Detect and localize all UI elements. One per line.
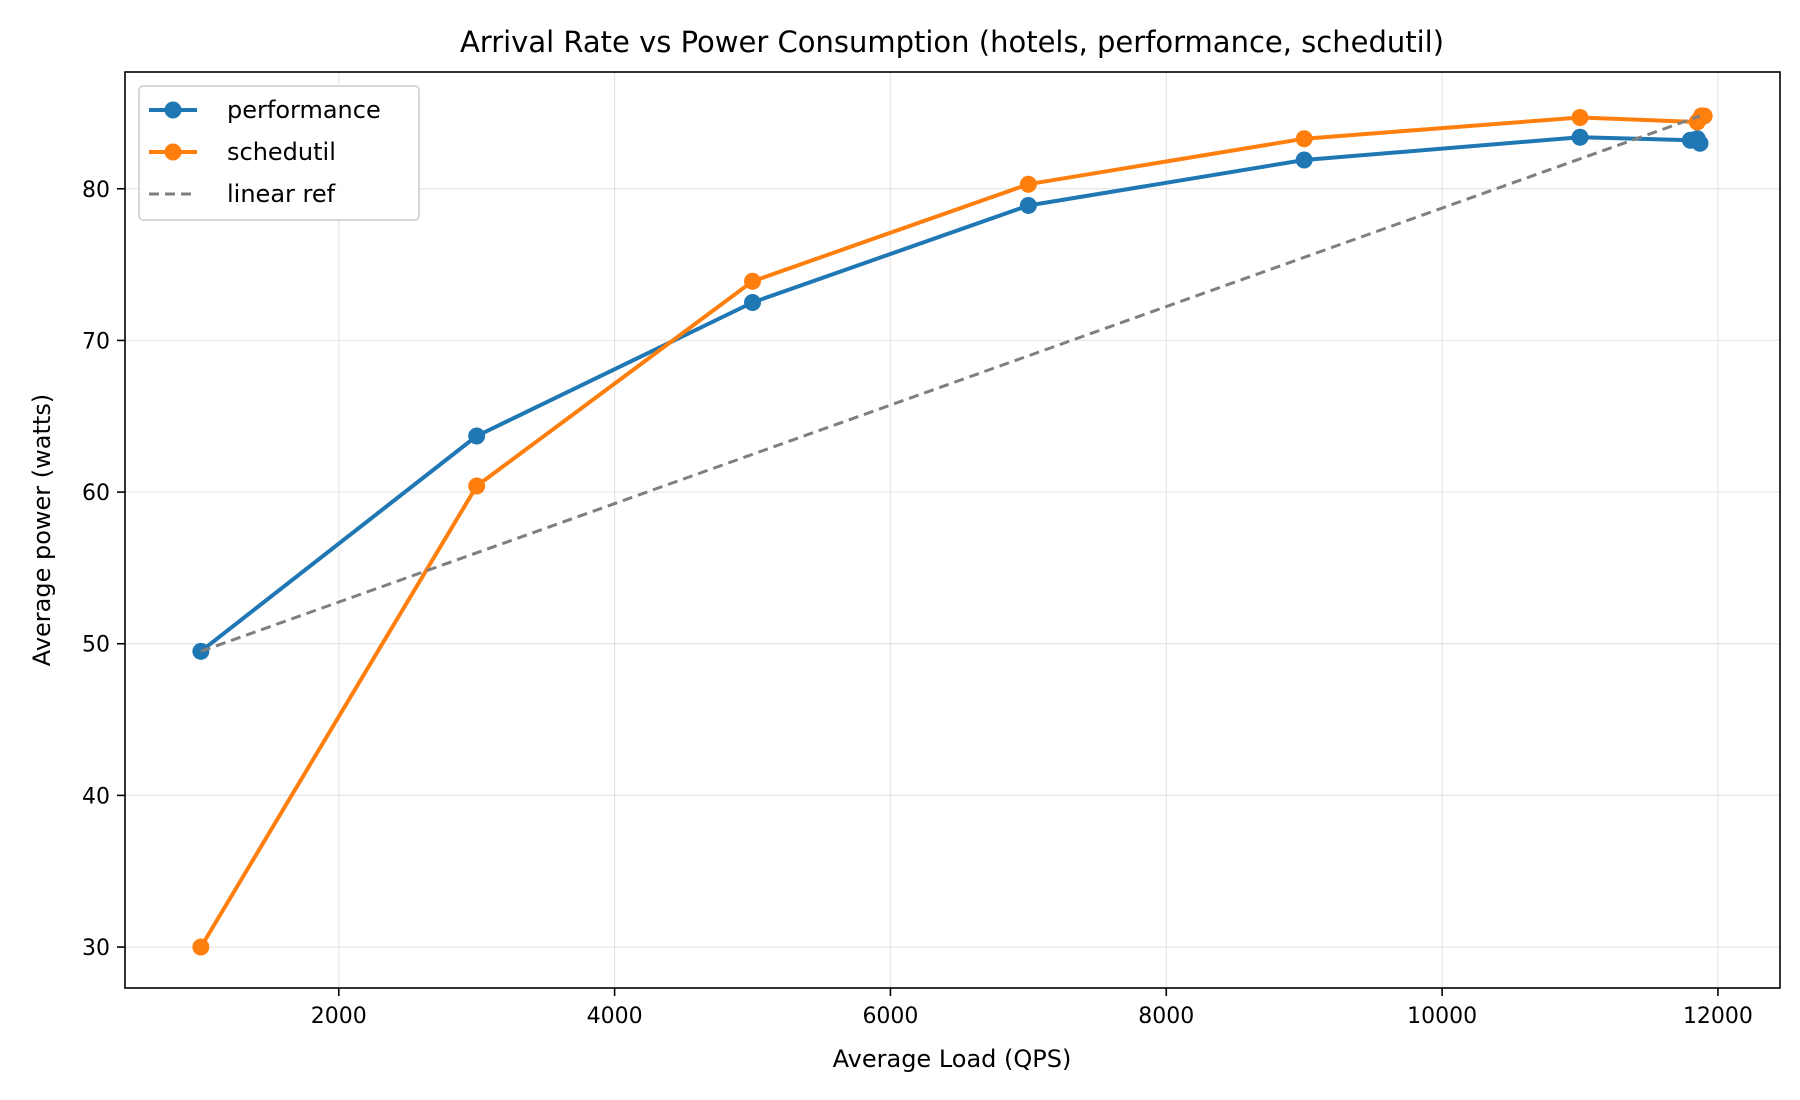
series-linear-ref — [200, 114, 1701, 653]
x-tick-label: 10000 — [1407, 1004, 1477, 1029]
y-axis-label: Average power (watts) — [28, 394, 56, 666]
data-point-performance — [192, 642, 210, 660]
plot-frame — [124, 71, 1781, 989]
data-point-schedutil — [1295, 130, 1313, 148]
y-tick-label: 30 — [82, 936, 110, 961]
x-tick-label: 8000 — [1138, 1004, 1194, 1029]
legend-label-linear-ref: linear ref — [227, 180, 336, 208]
series-schedutil — [192, 107, 1713, 956]
chart-title: Arrival Rate vs Power Consumption (hotel… — [460, 25, 1444, 59]
y-tick-label: 60 — [82, 481, 110, 506]
axis-ticks: 2000 4000 6000 8000 10000 12000 30 40 50 60 70 80 — [82, 178, 1753, 1029]
data-point-schedutil — [192, 938, 210, 956]
series-layer — [192, 107, 1713, 956]
legend-entry-performance: performance — [149, 96, 381, 124]
x-tick-label: 12000 — [1683, 1004, 1753, 1029]
legend-marker-schedutil — [164, 143, 182, 161]
data-point-performance — [1295, 151, 1313, 169]
x-tick-label: 6000 — [862, 1004, 918, 1029]
data-point-performance — [1691, 134, 1709, 152]
data-point-performance — [744, 294, 762, 312]
legend-box — [138, 85, 420, 221]
y-tick-label: 50 — [82, 633, 110, 658]
legend: performance schedutil linear ref — [138, 85, 420, 221]
legend-label-performance: performance — [227, 96, 381, 124]
series-line-linear-ref — [200, 114, 1701, 653]
data-point-performance — [1571, 128, 1589, 146]
data-point-schedutil — [1571, 108, 1589, 126]
x-tick-label: 4000 — [587, 1004, 643, 1029]
data-point-schedutil — [744, 272, 762, 290]
legend-entry-linear-ref: linear ref — [149, 180, 336, 208]
x-tick-label: 2000 — [311, 1004, 367, 1029]
y-tick-label: 70 — [82, 329, 110, 354]
series-performance — [192, 128, 1709, 660]
data-point-schedutil — [468, 477, 486, 495]
data-point-performance — [1019, 196, 1037, 214]
data-point-performance — [468, 427, 486, 445]
legend-marker-performance — [164, 101, 182, 119]
grid — [125, 72, 1780, 988]
data-point-schedutil — [1019, 175, 1037, 193]
y-tick-label: 40 — [82, 784, 110, 809]
legend-label-schedutil: schedutil — [227, 138, 336, 166]
y-tick-label: 80 — [82, 178, 110, 203]
legend-entry-schedutil: schedutil — [149, 138, 336, 166]
x-axis-label: Average Load (QPS) — [833, 1045, 1072, 1073]
data-point-schedutil — [1695, 107, 1713, 125]
